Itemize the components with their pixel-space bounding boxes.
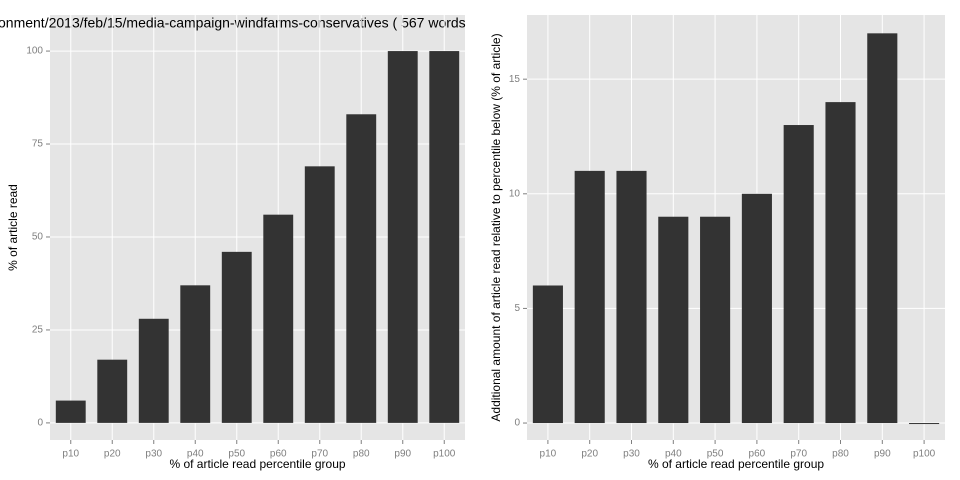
bar — [97, 359, 128, 423]
bar — [741, 193, 772, 424]
bar — [138, 318, 169, 423]
x-tick-label: p20 — [104, 449, 121, 460]
bar — [783, 125, 814, 424]
bar — [387, 51, 418, 423]
y-axis-title: Additional amount of article read relati… — [489, 33, 503, 421]
y-axis-title: % of article read — [6, 184, 20, 271]
bar — [221, 251, 252, 423]
y-tick-label: 75 — [32, 139, 44, 150]
bar — [909, 423, 940, 425]
x-tick-label: p10 — [540, 449, 557, 460]
x-tick-label: p90 — [874, 449, 891, 460]
bar — [700, 216, 731, 424]
y-tick-label: 100 — [26, 46, 43, 57]
x-tick-label: p80 — [353, 449, 370, 460]
y-tick-label: 5 — [514, 303, 520, 314]
bar — [658, 216, 689, 424]
x-axis-title: % of article read percentile group — [648, 457, 824, 471]
x-tick-label: p80 — [832, 449, 849, 460]
y-tick-label: 10 — [509, 188, 521, 199]
x-tick-label: p60 — [749, 449, 766, 460]
x-tick-label: p30 — [145, 449, 162, 460]
y-tick-label: 15 — [509, 74, 521, 85]
y-tick-label: 50 — [32, 232, 44, 243]
x-tick-label: p50 — [228, 449, 245, 460]
bar — [263, 214, 294, 423]
chart-title: onment/2013/feb/15/media-campaign-windfa… — [0, 15, 466, 31]
x-tick-label: p40 — [187, 449, 204, 460]
x-tick-label: p90 — [394, 449, 411, 460]
y-tick-label: 0 — [514, 418, 520, 429]
bar — [346, 114, 377, 423]
x-tick-label: p100 — [913, 449, 936, 460]
bar — [825, 102, 856, 424]
x-tick-label: p50 — [707, 449, 724, 460]
x-tick-label: p60 — [270, 449, 287, 460]
bar — [429, 51, 460, 423]
x-tick-label: p70 — [311, 449, 328, 460]
bar — [55, 400, 86, 423]
y-tick-label: 0 — [37, 418, 43, 429]
bar — [180, 285, 211, 423]
bar — [304, 166, 335, 423]
bar — [574, 170, 605, 424]
x-tick-label: p70 — [790, 449, 807, 460]
bar — [616, 170, 647, 424]
x-tick-label: p10 — [62, 449, 79, 460]
y-tick-label: 25 — [32, 325, 44, 336]
bar — [532, 285, 563, 424]
x-tick-label: p30 — [623, 449, 640, 460]
x-tick-label: p20 — [581, 449, 598, 460]
x-tick-label: p100 — [433, 449, 456, 460]
bar — [867, 33, 898, 424]
x-tick-label: p40 — [665, 449, 682, 460]
x-axis-title: % of article read percentile group — [169, 457, 345, 471]
